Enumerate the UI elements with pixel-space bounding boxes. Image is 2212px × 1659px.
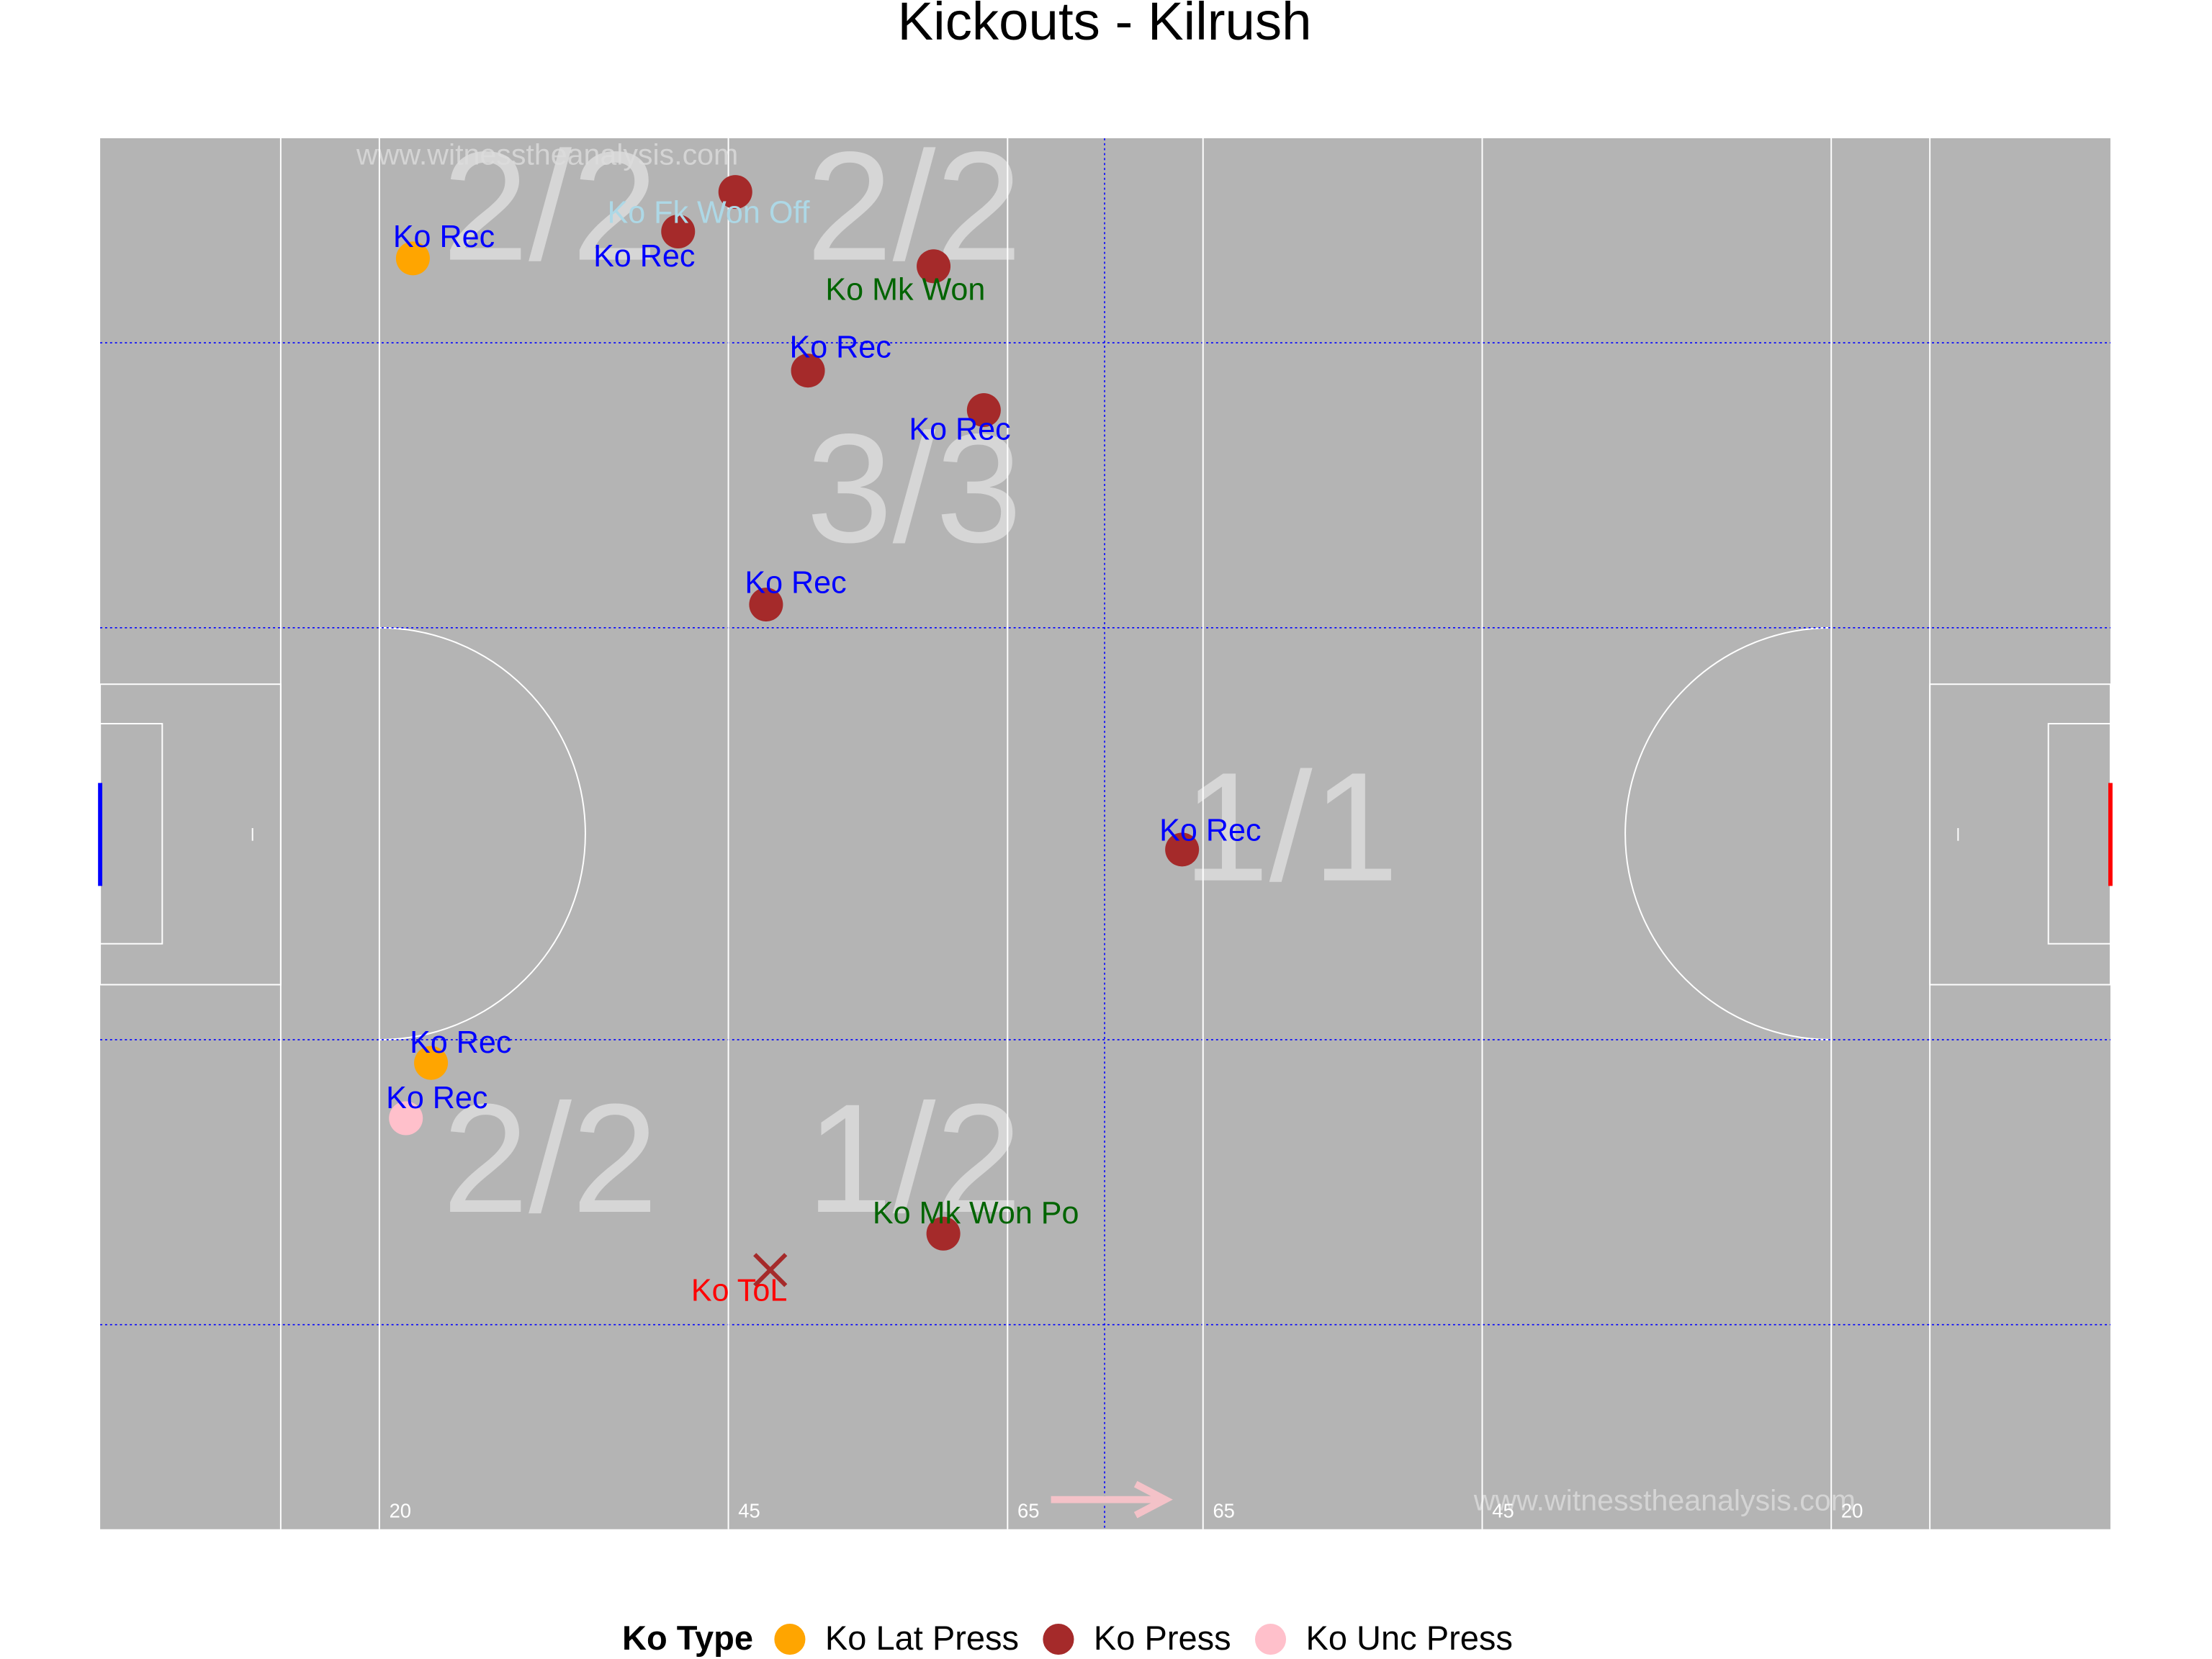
point — [966, 393, 1001, 428]
zone-annotation: 2/2 — [806, 120, 1022, 293]
point-label: Ko Rec — [410, 1025, 511, 1060]
point-label: Ko Mk Won — [825, 272, 985, 307]
point-label: Ko Rec — [1159, 814, 1261, 848]
x-tick-label: 45 — [1492, 1499, 1514, 1521]
point-label: Ko Rec — [745, 566, 846, 601]
point-label: Ko ToL — [691, 1273, 787, 1308]
point — [749, 588, 783, 622]
point-label: Ko Rec — [789, 331, 891, 365]
legend-label: Ko Press — [1094, 1619, 1231, 1657]
x-tick-label: 65 — [1017, 1499, 1039, 1521]
point-label: Ko Rec — [386, 1081, 487, 1115]
point-label: Ko Rec — [593, 239, 695, 274]
legend-swatch — [1043, 1624, 1074, 1655]
legend-title: Ko Type — [622, 1619, 753, 1657]
x-tick-label: 20 — [390, 1499, 411, 1521]
zone-annotation: 2/2 — [442, 120, 658, 293]
point — [791, 354, 825, 388]
pitch — [99, 138, 2111, 1529]
zone-lines — [100, 138, 2110, 1529]
point — [661, 215, 696, 249]
point — [389, 1101, 423, 1136]
zone-annotation: 2/2 — [442, 1071, 658, 1245]
legend-label: Ko Unc Press — [1305, 1619, 1512, 1657]
pitch-surface — [100, 138, 2110, 1529]
chart-title: Kickouts - Kilrush — [898, 0, 1312, 51]
point — [414, 1046, 449, 1080]
watermark: www.witnesstheanalysis.com — [1473, 1483, 1856, 1516]
x-tick-label: 65 — [1213, 1499, 1234, 1521]
legend-swatch — [1254, 1624, 1287, 1655]
legend-label: Ko Lat Press — [825, 1619, 1019, 1657]
point-label: Ko Fk Won Off — [608, 195, 811, 230]
direction-arrow — [1051, 1480, 1173, 1519]
zone-annotation: 1/2 — [806, 1071, 1022, 1245]
zone-annotation: 1/1 — [1183, 740, 1399, 914]
point-label: Ko Rec — [909, 412, 1010, 446]
point-label: Ko Mk Won Po — [873, 1196, 1079, 1231]
legend-swatch — [774, 1624, 806, 1655]
point — [1165, 832, 1200, 867]
arc — [379, 626, 587, 1040]
point — [718, 175, 752, 210]
arc — [1624, 626, 1832, 1040]
point — [395, 241, 430, 276]
point — [917, 249, 951, 284]
point — [926, 1216, 961, 1251]
zone-annotation: 3/3 — [806, 401, 1022, 575]
point-label: Ko Rec — [393, 220, 495, 254]
watermark: www.witnesstheanalysis.com — [356, 138, 738, 171]
point-x — [753, 1253, 788, 1287]
x-tick-label: 45 — [738, 1499, 760, 1521]
arrow-head — [1133, 1480, 1173, 1519]
x-tick-label: 20 — [1841, 1499, 1863, 1521]
